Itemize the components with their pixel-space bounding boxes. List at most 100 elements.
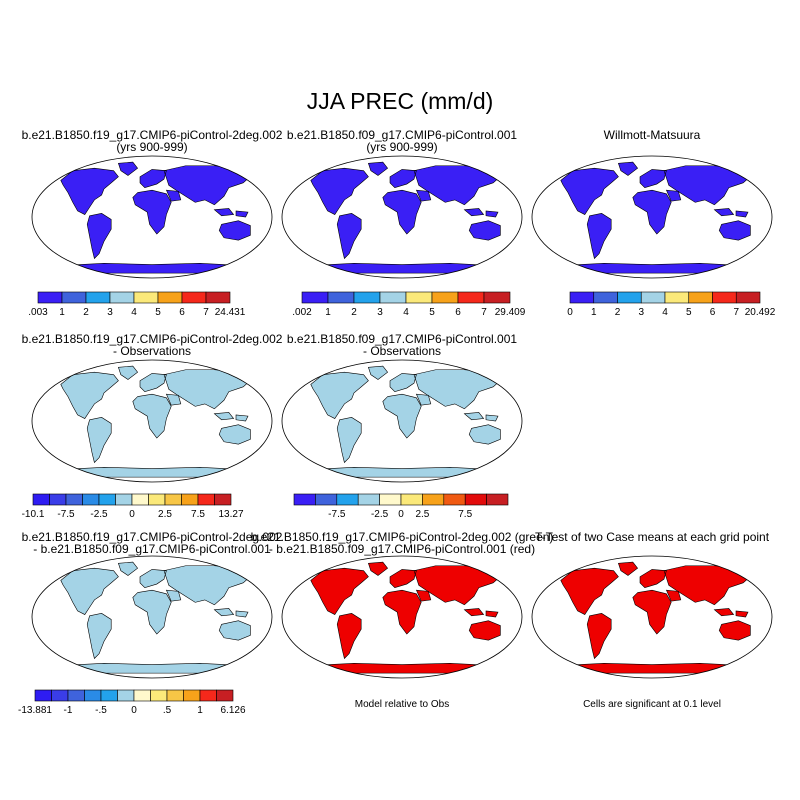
grid-cell <box>218 474 224 480</box>
grid-cell <box>748 168 754 174</box>
coastline <box>236 211 248 217</box>
grid-cell <box>294 162 300 168</box>
grid-cell <box>248 276 254 282</box>
grid-cell <box>282 276 288 282</box>
grid-cell <box>504 162 510 168</box>
grid-cell <box>288 156 294 162</box>
grid-cell <box>498 264 504 270</box>
grid-cell <box>266 360 272 366</box>
grid-cell <box>568 162 574 168</box>
continents <box>551 162 753 273</box>
grid-cell <box>56 168 62 174</box>
grid-cell <box>236 168 242 174</box>
grid-cell <box>336 276 342 282</box>
colorbar-box <box>131 493 149 506</box>
grid-cell <box>266 574 272 580</box>
grid-cell <box>456 480 462 486</box>
grid-cell <box>318 270 324 276</box>
grid-cell <box>306 276 312 282</box>
grid-cell <box>492 270 498 276</box>
grid-cell <box>56 562 62 568</box>
grid-cell <box>294 270 300 276</box>
panel-title-line: - b.e21.B1850.f09_g17.CMIP6-piControl.00… <box>33 542 271 556</box>
grid-cell <box>718 276 724 282</box>
grid-cell <box>260 378 266 384</box>
grid-cell <box>312 264 318 270</box>
grid-cell <box>498 480 504 486</box>
grid-cell <box>730 276 736 282</box>
grid-cell <box>766 270 772 276</box>
grid-cell <box>266 252 272 258</box>
coastline <box>469 221 500 241</box>
grid-cell <box>56 270 62 276</box>
grid-cell <box>32 372 38 378</box>
grid-cell <box>56 162 62 168</box>
colorbar-label: 29.409 <box>495 307 526 318</box>
grid-cell <box>544 174 550 180</box>
grid-cell <box>44 270 50 276</box>
grid-cell <box>44 456 50 462</box>
grid-cell <box>282 372 288 378</box>
grid-cell <box>68 468 74 474</box>
grid-cell <box>312 366 318 372</box>
grid-cell <box>492 474 498 480</box>
grid-cell <box>288 162 294 168</box>
grid-cell <box>330 156 336 162</box>
grid-cell <box>486 366 492 372</box>
grid-cell <box>242 372 248 378</box>
grid-cell <box>492 162 498 168</box>
coastline <box>219 425 250 445</box>
grid-cell <box>532 240 538 246</box>
grid-cell <box>468 156 474 162</box>
grid-cell <box>510 372 516 378</box>
colorbar-label: 1 <box>59 307 65 318</box>
grid-cell <box>450 480 456 486</box>
colorbar-box <box>640 291 666 304</box>
grid-cell <box>32 192 38 198</box>
grid-cell <box>254 378 260 384</box>
coastline <box>416 190 430 201</box>
grid-cell <box>50 258 56 264</box>
colorbar-label: 6 <box>179 307 185 318</box>
grid-cell <box>492 258 498 264</box>
colorbar-label: 4 <box>403 307 409 318</box>
grid-cell <box>730 264 736 270</box>
grid-cell <box>300 162 306 168</box>
colorbar-box <box>115 493 133 506</box>
grid-cell <box>74 480 80 486</box>
grid-cell <box>254 462 260 468</box>
grid-cell <box>510 462 516 468</box>
grid-cell <box>336 474 342 480</box>
grid-cell <box>68 270 74 276</box>
grid-cell <box>50 366 56 372</box>
panel-title-line: (yrs 900-999) <box>116 140 187 154</box>
grid-cell <box>718 156 724 162</box>
grid-cell <box>248 378 254 384</box>
grid-cell <box>32 276 38 282</box>
grid-cell <box>312 168 318 174</box>
grid-cell <box>538 168 544 174</box>
grid-cell <box>260 468 266 474</box>
panel-title-line: b.e21.B1850.f09_g17.CMIP6-piControl.001 <box>287 332 517 346</box>
grid-cell <box>312 270 318 276</box>
grid-cell <box>510 360 516 366</box>
grid-cell <box>516 462 522 468</box>
grid-cell <box>242 270 248 276</box>
grid-cell <box>516 174 522 180</box>
grid-cell <box>230 276 236 282</box>
coastline <box>311 168 369 214</box>
grid-cell <box>556 258 562 264</box>
grid-cell <box>562 156 568 162</box>
grid-cell <box>468 360 474 366</box>
grid-cell <box>282 174 288 180</box>
grid-cell <box>580 276 586 282</box>
grid-cell <box>74 276 80 282</box>
grid-cell <box>736 270 742 276</box>
coastline <box>368 366 387 379</box>
grid-cell <box>32 360 38 366</box>
grid-cell <box>236 366 242 372</box>
grid-cell <box>516 276 522 282</box>
grid-cell <box>74 270 80 276</box>
grid-cell <box>516 360 522 366</box>
grid-cell <box>218 276 224 282</box>
